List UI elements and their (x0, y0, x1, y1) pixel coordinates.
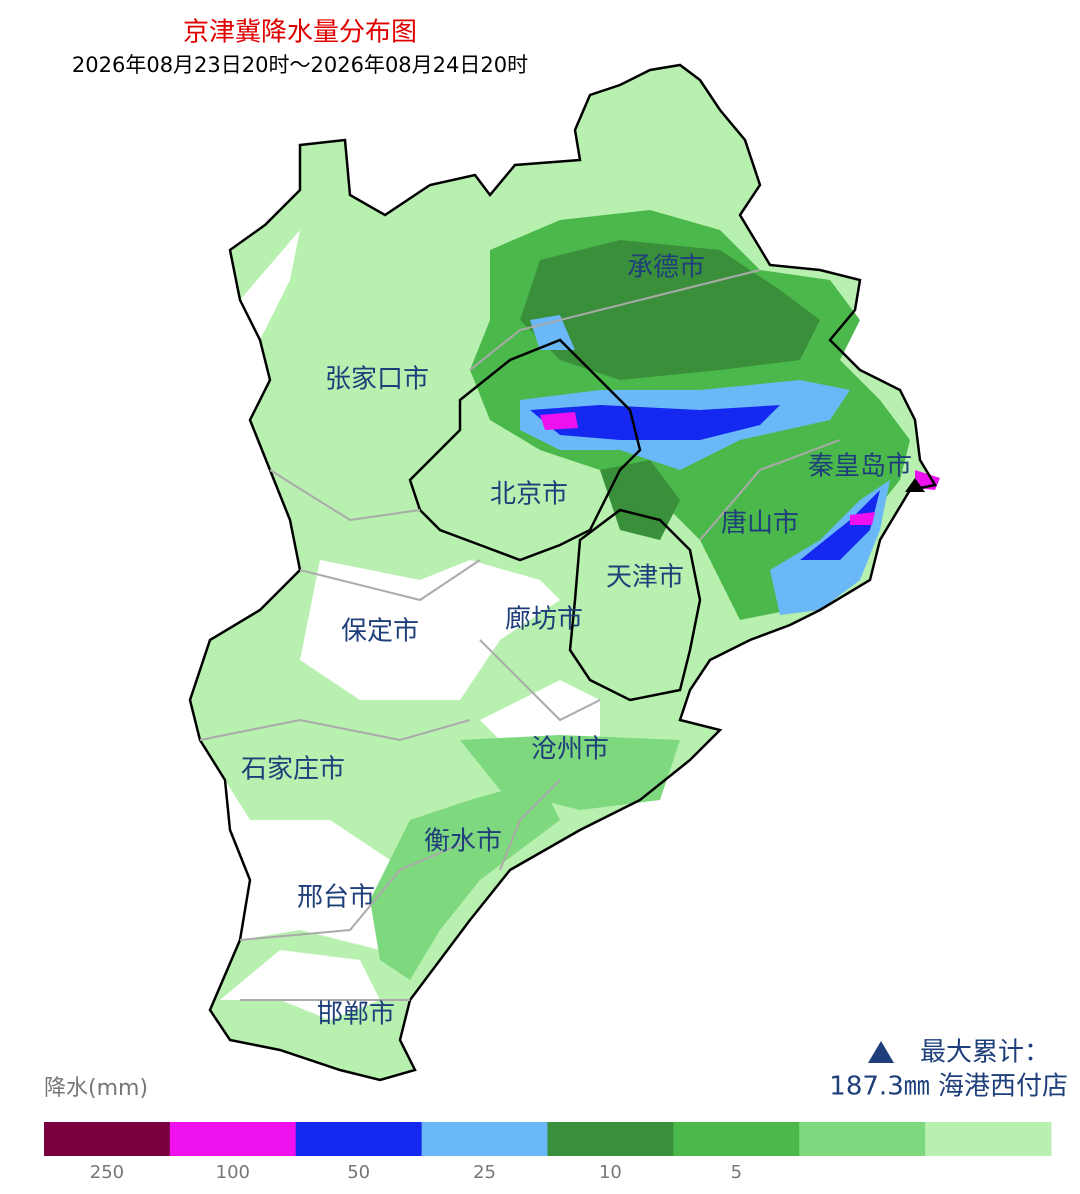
city-label: 沧州市 (531, 735, 609, 765)
heavy-rain (520, 240, 820, 540)
no-rain (200, 230, 600, 1020)
subtitle: 2026年08月23日20时～2026年08月24日20时 (72, 53, 528, 77)
city-label: 秦皇岛市 (808, 452, 912, 482)
city-label: 石家庄市 (241, 755, 345, 785)
legend-tick-label: 25 (473, 1162, 496, 1183)
legend-tick-label: 10 (599, 1162, 622, 1183)
province-border (188, 63, 937, 1082)
city-label: 邯郸市 (317, 1000, 395, 1030)
legend-tick-label: 250 (90, 1162, 124, 1183)
legend-swatch (169, 1122, 297, 1156)
city-label: 邢台市 (297, 883, 375, 913)
max-label: 最大累计： (920, 1038, 1050, 1068)
legend-tick-label: 50 (347, 1162, 370, 1183)
city-label: 张家口市 (325, 365, 429, 395)
legend-tick-label: 5 (731, 1162, 742, 1183)
legend-swatch (799, 1122, 926, 1156)
beijing-border (408, 338, 642, 562)
city-label: 保定市 (341, 617, 419, 647)
max-value: 187.3㎜ 海港西付店 (829, 1072, 1068, 1102)
city-label: 衡水市 (424, 827, 502, 857)
legend-swatch (421, 1122, 548, 1156)
legend-swatch (547, 1122, 674, 1156)
max-marker (905, 478, 925, 492)
max-icon (868, 1041, 894, 1063)
city-label: 北京市 (490, 480, 568, 510)
legend: 250 100 50 25 10 5 (44, 1122, 1052, 1183)
city-label: 天津市 (606, 563, 684, 593)
legend-swatch (44, 1122, 171, 1156)
city-label: 廊坊市 (505, 605, 583, 635)
city-label: 唐山市 (721, 509, 799, 539)
legend-tick-label: 100 (216, 1162, 250, 1183)
legend-swatch (925, 1122, 1052, 1156)
title: 京津冀降水量分布图 (183, 18, 417, 48)
legend-title: 降水(mm) (44, 1076, 148, 1101)
legend-swatch (673, 1122, 800, 1156)
city-borders (199, 269, 841, 1001)
storm (520, 315, 890, 615)
legend-swatch (295, 1122, 423, 1156)
tianjin-border (568, 508, 702, 702)
city-labels: 承德市 张家口市 秦皇岛市 北京市 唐山市 天津市 保定市 廊坊市 沧州市 石家… (241, 253, 912, 1030)
boundaries (188, 63, 937, 1082)
precip-layer (190, 65, 940, 1080)
city-label: 承德市 (627, 253, 705, 283)
rain-south (370, 735, 680, 980)
